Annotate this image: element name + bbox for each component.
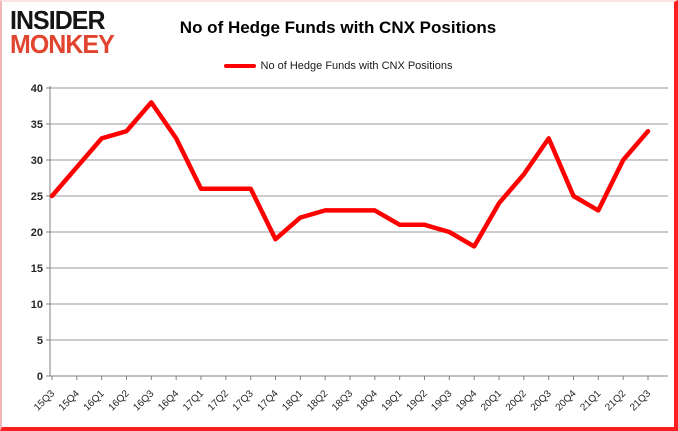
logo-line-insider: INSIDER <box>10 5 105 35</box>
legend-label: No of Hedge Funds with CNX Positions <box>260 60 453 72</box>
x-axis-label-21Q3: 21Q3 <box>628 388 653 413</box>
chart-title: No of Hedge Funds with CNX Positions <box>179 18 497 37</box>
x-axis-label-20Q2: 20Q2 <box>504 388 529 413</box>
chart-legend: No of Hedge Funds with CNX Positions <box>2 60 674 72</box>
x-axis-label-18Q1: 18Q1 <box>280 388 305 413</box>
x-axis-label-20Q4: 20Q4 <box>554 388 579 413</box>
y-axis-label-20: 20 <box>31 227 43 239</box>
y-axis-label-10: 10 <box>31 299 43 311</box>
x-axis-label-16Q4: 16Q4 <box>156 388 181 413</box>
x-axis-label-19Q1: 19Q1 <box>380 388 405 413</box>
x-axis-label-17Q4: 17Q4 <box>256 388 281 413</box>
y-axis-label-40: 40 <box>31 83 43 95</box>
logo-line-monkey: MONKEY <box>10 29 115 60</box>
x-axis-label-18Q3: 18Q3 <box>330 388 355 413</box>
x-axis-label-16Q3: 16Q3 <box>131 388 156 413</box>
x-axis-label-17Q3: 17Q3 <box>231 388 256 413</box>
y-axis-label-30: 30 <box>31 155 43 167</box>
x-axis-label-17Q1: 17Q1 <box>181 388 206 413</box>
y-axis-label-5: 5 <box>37 335 43 347</box>
series-line <box>49 100 651 249</box>
x-axis-label-18Q4: 18Q4 <box>355 388 380 413</box>
y-axis-label-0: 0 <box>37 371 43 383</box>
x-axis-label-20Q1: 20Q1 <box>479 388 504 413</box>
x-axis-label-18Q2: 18Q2 <box>305 388 330 413</box>
x-axis-label-15Q4: 15Q4 <box>57 388 82 413</box>
x-axis-label-15Q3: 15Q3 <box>32 388 57 413</box>
y-axis-label-35: 35 <box>31 119 43 131</box>
y-axis-label-15: 15 <box>31 263 43 275</box>
x-axis-label-21Q1: 21Q1 <box>578 388 603 413</box>
x-axis-label-19Q4: 19Q4 <box>454 388 479 413</box>
x-axis-label-16Q2: 16Q2 <box>107 388 132 413</box>
x-axis-label-17Q2: 17Q2 <box>206 388 231 413</box>
insider-monkey-logo: INSIDER MONKEY <box>10 5 115 60</box>
legend-line-swatch <box>223 64 256 68</box>
x-axis-label-19Q2: 19Q2 <box>405 388 430 413</box>
y-axis-label-25: 25 <box>31 191 43 203</box>
x-axis-label-21Q2: 21Q2 <box>603 388 628 413</box>
x-axis-label-16Q1: 16Q1 <box>82 388 107 413</box>
x-axis-label-20Q3: 20Q3 <box>529 388 554 413</box>
x-axis-label-19Q3: 19Q3 <box>429 388 454 413</box>
